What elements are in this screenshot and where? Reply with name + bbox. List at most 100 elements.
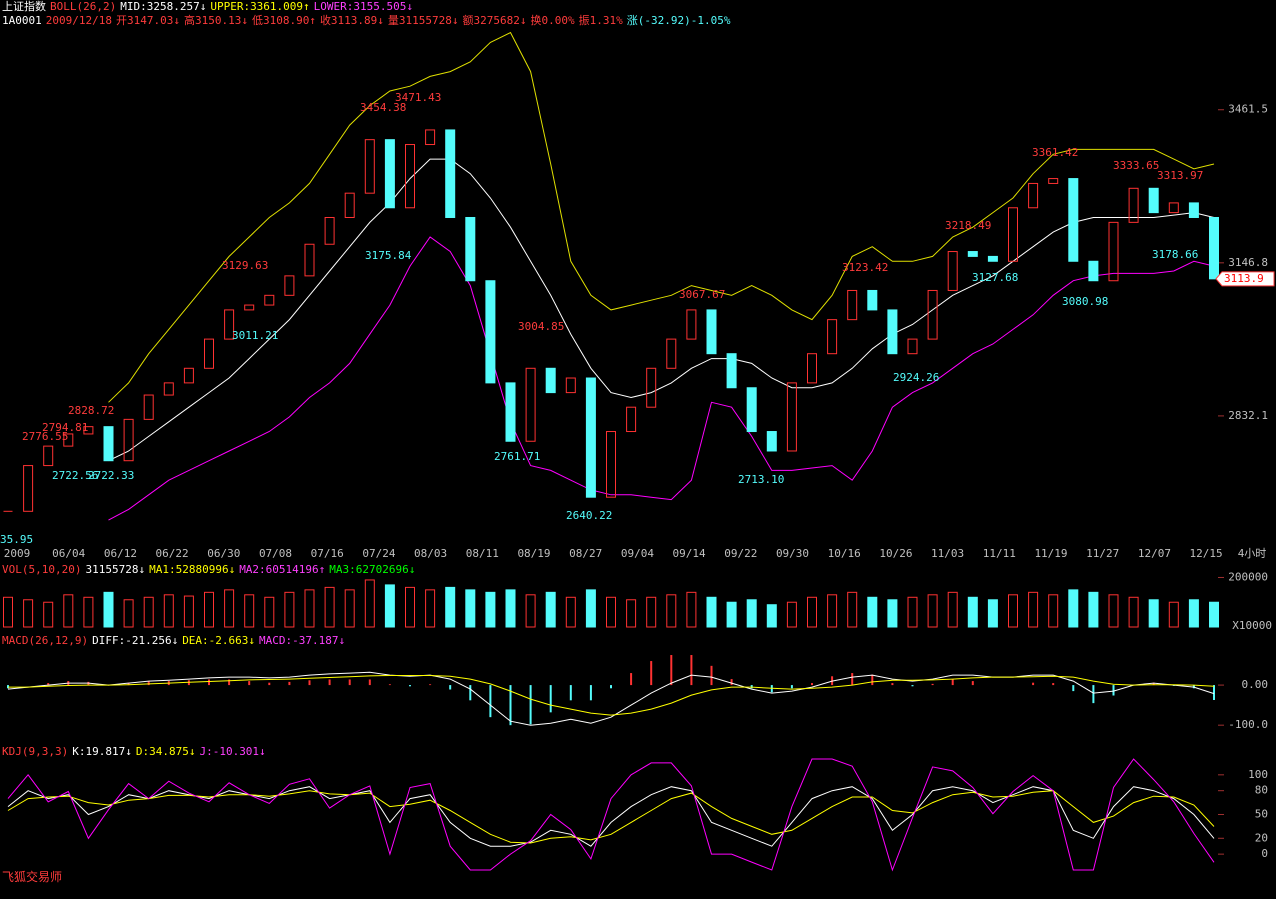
volume-bar xyxy=(485,591,496,628)
x-tick-label: 11/11 xyxy=(983,547,1016,560)
quote-item: 涨(-32.92)-1.05% xyxy=(626,14,731,27)
candle xyxy=(43,445,54,467)
candle xyxy=(1188,202,1199,218)
candle xyxy=(927,289,938,340)
candle xyxy=(143,394,154,420)
indicator-value: MA2:60514196↑ xyxy=(239,563,326,576)
x-tick-label: 12/07 xyxy=(1138,547,1171,560)
candle xyxy=(485,280,496,384)
volume-bar xyxy=(244,594,255,628)
high-label: 3067.67 xyxy=(679,288,725,301)
indicator-line xyxy=(7,786,1215,847)
x-tick-label: 11/19 xyxy=(1034,547,1067,560)
x-tick-label: 07/08 xyxy=(259,547,292,560)
indicator-line xyxy=(108,158,1215,462)
candle xyxy=(1008,207,1018,262)
candle xyxy=(1028,182,1039,209)
candle xyxy=(666,338,677,369)
last-price-box xyxy=(1215,271,1275,287)
volume-bar xyxy=(324,586,335,628)
quote-item: 开3147.03↓ xyxy=(115,14,180,27)
volume-bar xyxy=(384,584,395,628)
quote-item: 额3275682↓ xyxy=(462,14,527,27)
low-label: 2640.22 xyxy=(566,509,612,522)
volume-bar xyxy=(766,604,777,628)
volume-bar xyxy=(545,591,556,628)
indicator-line xyxy=(108,31,1215,403)
candle xyxy=(1088,260,1099,282)
volume-bar xyxy=(364,579,375,628)
candle xyxy=(1168,202,1179,214)
x-tick-label: 2009 xyxy=(4,547,31,560)
x-tick-label: 09/04 xyxy=(621,547,654,560)
low-label: 3178.66 xyxy=(1152,248,1198,261)
candle xyxy=(1048,178,1059,184)
candle xyxy=(344,192,355,218)
indicator-line xyxy=(8,675,1215,716)
high-label: 3333.65 xyxy=(1113,159,1159,172)
x-tick-label: 09/14 xyxy=(673,547,706,560)
volume-bar xyxy=(1028,591,1039,628)
indicator-value: 31155728↓ xyxy=(85,563,146,576)
x-tick-label: 06/04 xyxy=(52,547,85,560)
low-label: 2722.56 xyxy=(52,469,98,482)
candle xyxy=(746,387,757,433)
high-label: 3471.43 xyxy=(395,91,441,104)
candle xyxy=(726,353,737,389)
high-label: 2828.72 xyxy=(68,404,114,417)
quote-item: 振1.31% xyxy=(578,14,623,27)
y-tick-label: 80 xyxy=(1255,784,1268,797)
indicator-header: KDJ(9,3,3) K:19.817↓ D:34.875↓ J:-10.301↓ xyxy=(2,745,270,758)
volume-bar xyxy=(63,594,74,628)
candle xyxy=(847,289,858,321)
volume-bar xyxy=(1209,601,1219,628)
candle xyxy=(766,431,777,452)
candle xyxy=(183,367,194,384)
quote-item: 2009/12/18 xyxy=(45,14,112,27)
candle xyxy=(384,139,395,209)
x-tick-label: 10/16 xyxy=(828,547,861,560)
x-tick-label: 07/24 xyxy=(362,547,395,560)
candle xyxy=(1148,187,1159,214)
candle xyxy=(967,251,978,257)
volume-bar xyxy=(907,596,918,628)
indicator-line xyxy=(7,671,1215,726)
volume-bar xyxy=(304,589,315,628)
last-price-label: 3113.9 xyxy=(1224,272,1264,285)
volume-bar xyxy=(1008,594,1018,628)
indicator-value: MID:3258.257↓ xyxy=(120,0,207,13)
x-tick-label: 06/30 xyxy=(207,547,240,560)
indicator-title: MACD(26,12,9) xyxy=(2,634,89,647)
high-label: 3129.63 xyxy=(222,259,268,272)
indicator-title: VOL(5,10,20) xyxy=(2,563,82,576)
candle xyxy=(585,377,596,498)
volume-bar xyxy=(445,586,456,628)
y-tick-label: 2832.1 xyxy=(1228,409,1268,422)
volume-bar xyxy=(686,591,697,628)
volume-bar xyxy=(505,589,516,628)
candle xyxy=(445,129,456,218)
low-label: 3175.84 xyxy=(365,249,412,262)
x-tick-label: 06/22 xyxy=(156,547,189,560)
volume-bar xyxy=(786,601,797,628)
volume-bar xyxy=(746,599,757,628)
indicator-value: K:19.817↓ xyxy=(72,745,132,758)
y-tick-label: 3146.8 xyxy=(1228,256,1268,269)
quote-item: 低3108.90↑ xyxy=(251,14,316,27)
volume-bar xyxy=(3,596,13,628)
indicator-header: 1A0001 2009/12/18 开3147.03↓ 高3150.13↓ 低3108.… xyxy=(2,14,734,27)
volume-bar xyxy=(706,596,717,628)
quote-item: 1A0001 xyxy=(2,14,42,27)
candle xyxy=(103,426,114,462)
volume-bar xyxy=(183,595,194,628)
indicator-value: MA3:62702696↓ xyxy=(329,563,416,576)
candle xyxy=(465,216,476,282)
volume-bar xyxy=(1148,599,1159,628)
candle xyxy=(123,418,134,462)
x-tick-label: 09/22 xyxy=(724,547,757,560)
volume-bar xyxy=(163,594,174,628)
candle xyxy=(646,367,657,408)
volume-bar xyxy=(204,591,214,628)
quote-item: 收3113.89↓ xyxy=(319,14,384,27)
